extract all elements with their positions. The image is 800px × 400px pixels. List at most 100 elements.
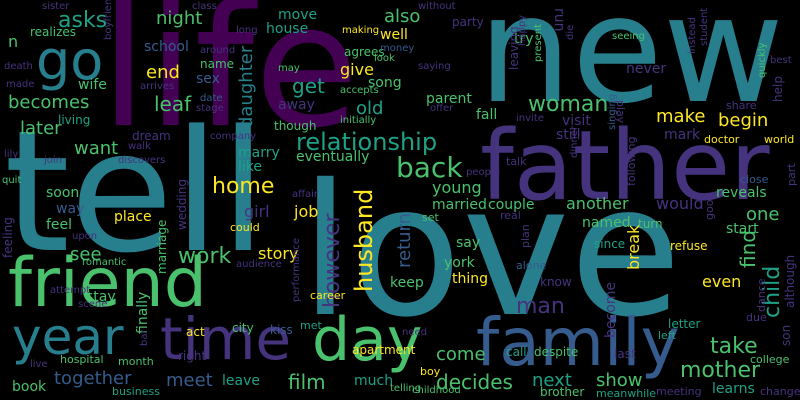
word-instead: instead: [687, 17, 698, 54]
word-set: set: [422, 211, 439, 224]
word-refuse: refuse: [670, 239, 708, 253]
word-call: call: [506, 345, 527, 359]
word-asks: asks: [58, 8, 108, 33]
word-walk: walk: [128, 141, 151, 152]
word-discovers: discovers: [118, 155, 166, 166]
word-quit: quit: [2, 175, 22, 186]
word-arrives: arrives: [140, 81, 175, 92]
word-though: though: [274, 119, 317, 133]
word-time: time: [160, 305, 292, 373]
word-become: become: [603, 281, 619, 338]
word-childhood: childhood: [412, 385, 461, 396]
word-tell: tell: [4, 94, 267, 290]
word-boyfriend: boyfriend: [103, 0, 114, 40]
word-brother: brother: [540, 385, 585, 399]
word-come: come: [436, 344, 486, 365]
word-invite: invite: [516, 113, 544, 124]
word-night: night: [156, 8, 203, 29]
word-son: son: [779, 324, 793, 346]
word-meet: meet: [166, 370, 213, 391]
word-name: name: [200, 57, 235, 71]
word-begin: begin: [718, 110, 769, 131]
word-agrees: agrees: [344, 45, 385, 59]
word-book: book: [12, 379, 47, 395]
word-long: long: [236, 25, 258, 36]
word-help: help: [771, 76, 785, 102]
word-telling: telling: [390, 383, 422, 394]
word-date: date: [200, 93, 223, 104]
word-hospital: hospital: [60, 353, 104, 366]
word-way: way: [56, 201, 85, 217]
word-home: home: [212, 174, 275, 199]
word-turn: turn: [638, 217, 663, 231]
word-join: join: [44, 155, 63, 166]
word-die: die: [565, 24, 576, 40]
word-performance: performance: [291, 237, 302, 302]
word-doctor: doctor: [704, 133, 740, 146]
word-never: never: [626, 61, 667, 77]
word-together: together: [54, 368, 132, 389]
word-marriage: marriage: [155, 219, 169, 274]
word-change: change: [760, 385, 800, 398]
word-return: return: [394, 212, 415, 268]
word-talk: talk: [506, 155, 527, 168]
word-new: new: [478, 0, 784, 136]
word-young: young: [432, 178, 482, 197]
word-college: college: [750, 353, 790, 366]
word-leaf: leaf: [154, 92, 192, 116]
word-feel: feel: [46, 217, 73, 233]
word-need: need: [402, 327, 427, 338]
word-could: could: [230, 221, 260, 234]
word-dream: dream: [132, 129, 171, 143]
word-without: without: [418, 1, 456, 12]
word-since: since: [594, 237, 626, 251]
word-present: present: [533, 23, 544, 62]
word-work: work: [178, 244, 232, 269]
word-company: company: [210, 131, 257, 142]
word-mother: mother: [680, 358, 761, 383]
word-parent: parent: [426, 91, 472, 107]
word-attempt: attempt: [50, 285, 91, 296]
word-affair: affair: [292, 189, 319, 200]
word-making: making: [342, 25, 380, 36]
word-get: get: [292, 74, 325, 98]
word-see: see: [70, 244, 102, 265]
word-people: people: [466, 167, 500, 178]
word-husband: husband: [350, 188, 378, 292]
word-real: real: [500, 209, 521, 222]
word-city: city: [232, 321, 254, 335]
word-soon: soon: [46, 185, 80, 201]
word-stay: stay: [86, 289, 116, 305]
word-good: good: [703, 192, 716, 220]
word-saying: saying: [418, 61, 451, 72]
word-later: later: [20, 118, 62, 139]
word-start: start: [726, 221, 759, 237]
word-friend: friend: [8, 244, 207, 323]
word-love: love: [300, 145, 682, 357]
word-around: around: [200, 45, 236, 56]
word-well: well: [380, 27, 408, 43]
word-away: away: [278, 97, 315, 113]
word-day: day: [312, 305, 423, 375]
word-last: last: [614, 347, 636, 361]
word-run: run: [551, 8, 567, 32]
word-mark: mark: [664, 127, 701, 143]
word-leave: leave: [222, 373, 260, 389]
word-dance: dance: [755, 278, 768, 312]
word-quickly: quickly: [757, 42, 768, 78]
word-place: place: [114, 209, 152, 225]
word-happy: happy: [517, 14, 528, 46]
word-say: say: [456, 235, 481, 251]
word-father: father: [480, 110, 770, 222]
word-singing: singing: [607, 93, 618, 130]
word-meeting: meeting: [656, 385, 702, 398]
word-lily: lily: [4, 149, 19, 160]
word-daughter: daughter: [236, 45, 257, 128]
word-best: best: [770, 55, 792, 66]
word-letter: letter: [668, 317, 701, 331]
word-month: month: [118, 355, 154, 368]
word-living: living: [58, 113, 91, 127]
word-right: right: [178, 349, 207, 363]
word-party: party: [452, 15, 484, 29]
